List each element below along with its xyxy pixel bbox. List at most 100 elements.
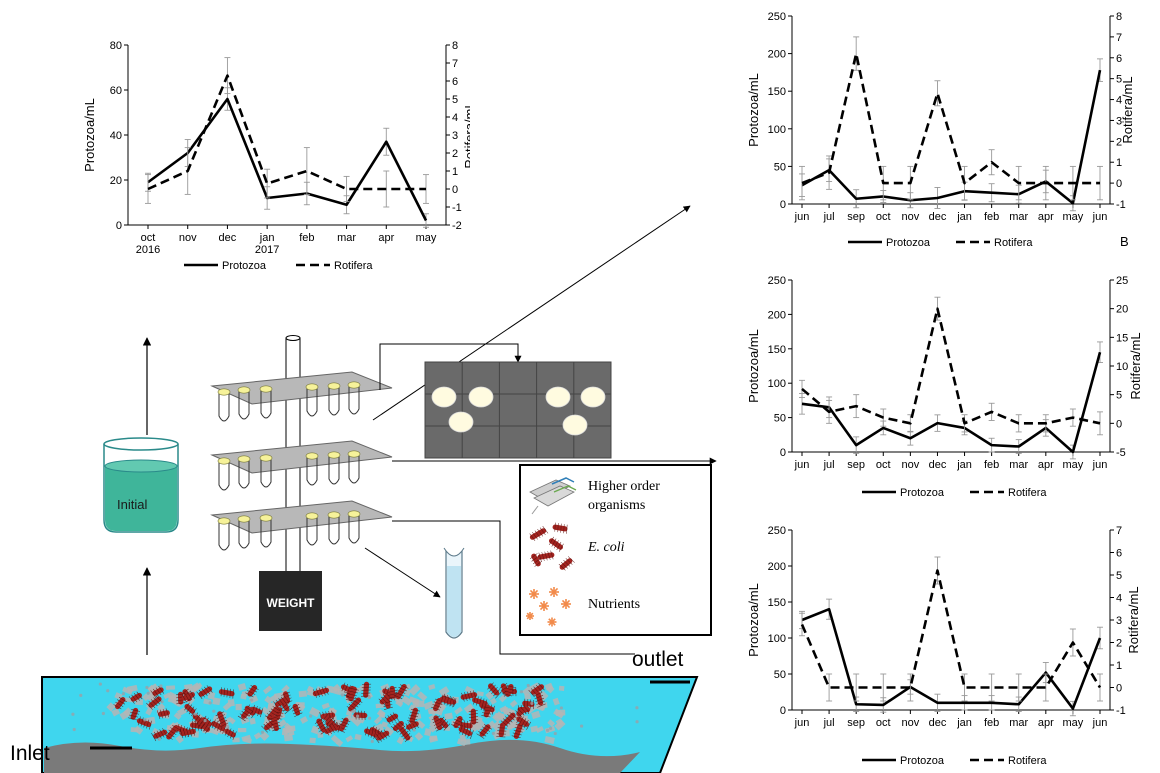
y-tick-label-right: 3 — [1116, 615, 1122, 627]
ecoli-flagella — [313, 689, 317, 698]
tank-particle — [492, 714, 501, 723]
y-tick-label-right: 20 — [1116, 304, 1128, 316]
weight-label: WEIGHT — [266, 596, 315, 610]
legend-label-rotifera: Rotifera — [994, 237, 1033, 249]
ecoli-cell — [537, 550, 555, 562]
ecoli-flagella — [451, 724, 460, 729]
ecoli-flagella — [243, 708, 252, 715]
ecoli-flagella — [410, 709, 420, 712]
ecoli-flagella — [218, 719, 228, 725]
ecoli-cell — [265, 706, 281, 721]
y-tick-label-left: 80 — [110, 40, 122, 52]
ecoli-flagella — [340, 720, 349, 725]
ecoli-cell — [218, 687, 235, 699]
x-tick-label: 2016 — [136, 244, 160, 256]
ecoli-flagella — [324, 715, 331, 723]
tank-dot — [159, 684, 163, 688]
ecoli-flagella — [194, 714, 201, 722]
ecoli-cell — [516, 714, 532, 730]
ecoli-flagella — [281, 691, 290, 696]
ecoli-body — [376, 730, 390, 741]
plate-loop — [238, 461, 250, 489]
x-tick-label: nov — [179, 232, 197, 244]
tank-particle — [227, 699, 235, 707]
ecoli-flagella — [544, 551, 548, 561]
initial-label: Initial — [117, 497, 148, 512]
y-tick-label-right: 15 — [1116, 332, 1128, 344]
y-tick-label-right: 6 — [1116, 548, 1122, 560]
ecoli-flagella — [176, 693, 186, 696]
plate-hole — [347, 450, 361, 458]
ecoli-flagella — [491, 686, 498, 694]
tank-particle — [444, 712, 453, 720]
ecoli-flagella — [265, 715, 274, 721]
ecoli-flagella — [185, 728, 190, 737]
ecoli-flagella — [158, 686, 165, 694]
x-tick-label: nov — [901, 717, 919, 729]
ecoli-flagella — [239, 713, 248, 719]
ecoli-body — [363, 681, 370, 698]
ecoli-flagella — [229, 688, 231, 698]
tank-particle — [396, 736, 405, 745]
plate-1 — [210, 371, 393, 422]
ecoli-flagella — [254, 706, 258, 715]
ecoli-flagella — [384, 716, 391, 725]
tank-particle — [142, 693, 151, 702]
plate-hole — [347, 381, 361, 389]
y-tick-label-right: -1 — [1116, 705, 1126, 717]
ecoli-flagella — [567, 556, 575, 563]
tank-particle — [281, 684, 290, 694]
ecoli-flagella — [566, 524, 568, 534]
ecoli-flagella — [257, 707, 261, 717]
nutrient-ray — [549, 587, 559, 597]
ecoli-flagella — [409, 714, 419, 718]
tank-dot — [559, 706, 563, 710]
x-tick-label: mar — [1009, 211, 1028, 223]
ecoli-flagella — [536, 700, 545, 705]
ecoli-flagella — [215, 711, 224, 717]
tank-particle — [383, 726, 394, 736]
ecoli-flagella — [151, 732, 157, 742]
tank-dot — [635, 720, 639, 724]
tank-particle — [531, 710, 541, 720]
tank-dot — [157, 737, 161, 741]
ecoli-flagella — [186, 704, 192, 713]
ecoli-flagella — [337, 723, 341, 733]
ecoli-body — [483, 705, 491, 718]
tank-particle — [212, 697, 221, 706]
ecoli-flagella — [563, 524, 565, 534]
ecoli-flagella — [449, 697, 452, 707]
ecoli-flagella — [361, 692, 371, 694]
tank-particle — [249, 717, 256, 725]
ecoli-cell — [487, 682, 502, 699]
plate-hole — [217, 517, 231, 525]
ecoli-flagella — [433, 721, 443, 726]
tank-organisms — [71, 681, 639, 747]
y-tick-label-right: 8 — [1116, 11, 1122, 23]
plate-hole — [237, 515, 251, 523]
tank-particle — [241, 734, 252, 742]
series-line-rotifera — [801, 52, 1100, 185]
ecoli-cell — [548, 536, 564, 552]
tank-particle — [428, 684, 436, 690]
ecoli-flagella — [206, 685, 213, 693]
ecoli-cell — [312, 686, 330, 698]
ecoli-flagella — [162, 728, 168, 737]
ecoli-flagella — [408, 717, 418, 720]
ecoli-body — [192, 713, 205, 726]
x-tick-label: mar — [337, 232, 356, 244]
ecoli-flagella — [433, 701, 443, 705]
tank-particle — [423, 700, 435, 711]
ecoli-flagella — [452, 698, 455, 708]
nutrients-icon — [526, 587, 571, 627]
petri-colony — [431, 386, 457, 408]
y-tick-label-right: 6 — [452, 76, 458, 88]
tank-particle — [261, 706, 271, 716]
ecoli-flagella — [561, 561, 568, 569]
ecoli-flagella — [128, 696, 135, 704]
ecoli-cell — [361, 681, 372, 698]
ecoli-flagella — [247, 690, 256, 695]
ecoli-flagella — [461, 692, 465, 702]
y-tick-label-left: 0 — [780, 199, 786, 211]
legend-label-protozoa: Protozoa — [900, 487, 945, 499]
